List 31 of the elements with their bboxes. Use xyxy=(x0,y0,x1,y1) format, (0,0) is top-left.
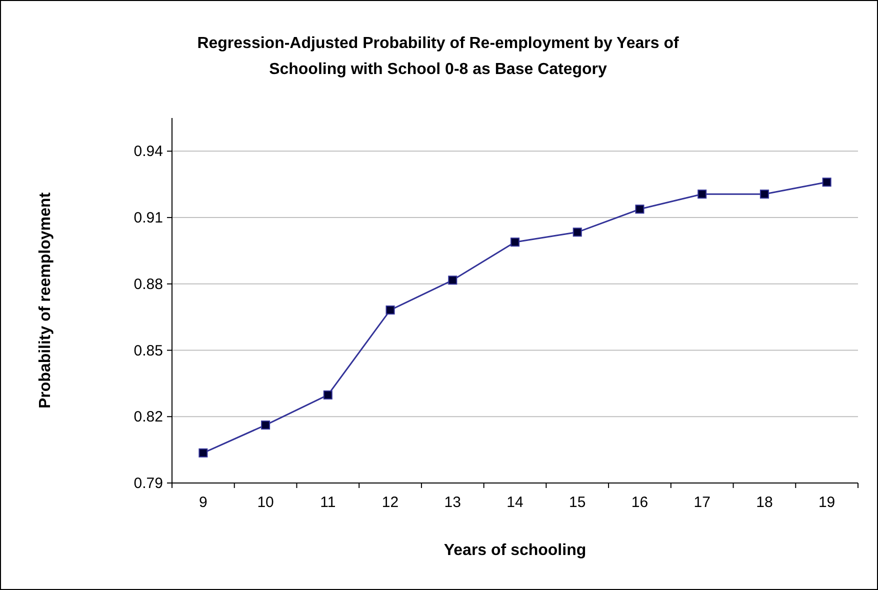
point xyxy=(698,190,707,199)
x-tick-label: 14 xyxy=(506,494,524,511)
x-tick-label: 11 xyxy=(320,494,336,511)
point xyxy=(198,448,208,458)
point xyxy=(822,178,832,187)
x-tick-label: 19 xyxy=(818,494,836,511)
x-axis-title: Years of schooling xyxy=(444,542,586,559)
point xyxy=(510,238,520,247)
point xyxy=(448,276,458,285)
chart-title: Regression-Adjusted Probability of Re-employment by Years of Schooling with School 0-8 as Base Category xyxy=(197,35,680,78)
x-tick-label: 18 xyxy=(756,494,773,511)
x-tick-label: 15 xyxy=(569,494,586,511)
point xyxy=(760,190,769,199)
x-tick-label: 13 xyxy=(444,494,461,511)
point xyxy=(572,228,582,237)
y-tick-label: 0.82 xyxy=(134,408,163,426)
point xyxy=(635,204,644,214)
x-tick-label: 16 xyxy=(631,494,648,511)
point xyxy=(323,390,332,400)
y-axis-title: Probability of reemployment xyxy=(37,192,54,409)
y-tick-label: 0.79 xyxy=(134,475,163,492)
y-tick-label: 0.85 xyxy=(134,342,163,360)
x-tick-label: 12 xyxy=(382,494,399,511)
y-tick-label: 0.94 xyxy=(134,143,163,160)
x-tick-label: 10 xyxy=(257,494,274,511)
x-tick-label: 17 xyxy=(694,494,710,511)
y-tick-label: 0.91 xyxy=(134,210,163,227)
point xyxy=(386,306,395,315)
point xyxy=(261,420,270,430)
y-tick-label: 0.88 xyxy=(134,276,163,293)
x-tick-label: 9 xyxy=(199,494,208,511)
